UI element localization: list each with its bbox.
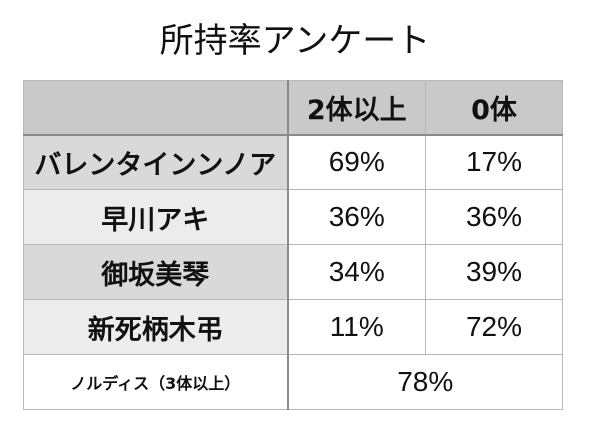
table-row: 新死柄木弔 11% 72% [23, 299, 563, 355]
row-name-cell: 早川アキ [23, 189, 289, 245]
row-value-zero: 17% [425, 134, 563, 190]
header-cell-empty [23, 80, 289, 136]
row-value-2-or-more: 36% [287, 189, 426, 245]
row-value-2-or-more: 69% [287, 134, 426, 190]
table-row: バレンタインンノア 69% 17% [23, 134, 563, 190]
row-value-2-or-more: 11% [287, 299, 426, 355]
survey-table: 2体以上 0体 バレンタインンノア 69% 17% 早川アキ 36% 36% 御… [23, 80, 563, 410]
summary-value-cell: 78% [287, 354, 563, 410]
table-row-summary: ノルディス（3体以上） 78% [23, 354, 563, 410]
summary-name-cell: ノルディス（3体以上） [23, 354, 289, 410]
row-value-2-or-more: 34% [287, 244, 426, 300]
table-header-row: 2体以上 0体 [23, 80, 563, 136]
row-name-cell: 御坂美琴 [23, 244, 289, 300]
page-title: 所持率アンケート [159, 21, 431, 61]
row-value-zero: 39% [425, 244, 563, 300]
table-row: 早川アキ 36% 36% [23, 189, 563, 245]
table-row: 御坂美琴 34% 39% [23, 244, 563, 300]
row-name-cell: 新死柄木弔 [23, 299, 289, 355]
header-cell-zero: 0体 [425, 80, 563, 136]
row-value-zero: 36% [425, 189, 563, 245]
header-cell-2-or-more: 2体以上 [287, 80, 426, 136]
row-name-cell: バレンタインンノア [23, 134, 289, 190]
row-value-zero: 72% [425, 299, 563, 355]
